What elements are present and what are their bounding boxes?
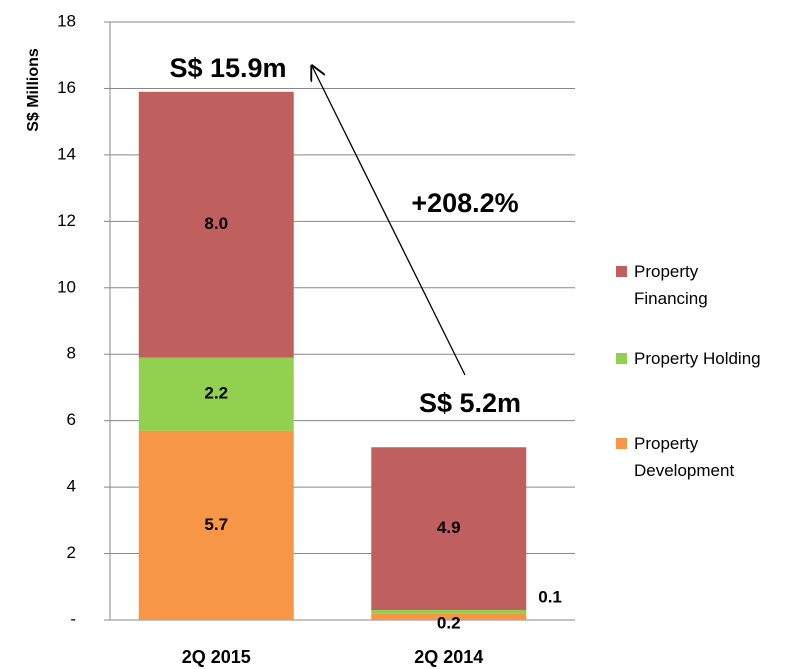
annotation: S$ 5.2m: [419, 388, 521, 418]
y-tick-label: 8: [67, 344, 76, 363]
value-label: 8.0: [204, 214, 228, 233]
legend-entry: Property Financing: [616, 258, 764, 312]
bar-segment: [371, 447, 527, 611]
y-tick-label: 18: [57, 11, 76, 30]
growth-arrow: [312, 66, 466, 376]
legend-label: Property Financing: [634, 262, 708, 308]
value-label: 5.7: [204, 515, 228, 534]
value-label: 4.9: [437, 518, 461, 537]
y-axis-label: S$ Millions: [25, 48, 42, 132]
legend-swatch: [616, 266, 627, 277]
x-tick-label: 2Q 2015: [182, 647, 251, 667]
legend-swatch: [616, 438, 627, 449]
legend-entry: Property Development: [616, 430, 764, 484]
legend-swatch: [616, 353, 627, 364]
value-label: 2.2: [204, 384, 228, 403]
bar-segment: [138, 357, 294, 431]
y-tick-label: 2: [67, 543, 76, 562]
value-label: 0.2: [437, 613, 461, 632]
legend-entry: Property Holding: [616, 345, 764, 372]
y-tick-label: 16: [57, 78, 76, 97]
bar-segment: [371, 613, 527, 620]
y-tick-label: 12: [57, 211, 76, 230]
y-tick-label: 14: [57, 144, 76, 163]
y-tick-label: 4: [67, 477, 76, 496]
x-tick-label: 2Q 2014: [414, 647, 483, 667]
legend-label: Property Holding: [634, 349, 761, 368]
y-tick-label: 6: [67, 410, 76, 429]
bar-segment: [371, 610, 527, 614]
value-label: 0.1: [538, 588, 562, 607]
bar-segment: [138, 430, 294, 620]
bar-segment: [138, 91, 294, 358]
annotation: +208.2%: [411, 188, 518, 218]
y-tick-label: 10: [57, 277, 76, 296]
y-tick-label: -: [70, 609, 76, 628]
annotation: S$ 15.9m: [169, 53, 286, 83]
legend-label: Property Development: [634, 434, 735, 480]
